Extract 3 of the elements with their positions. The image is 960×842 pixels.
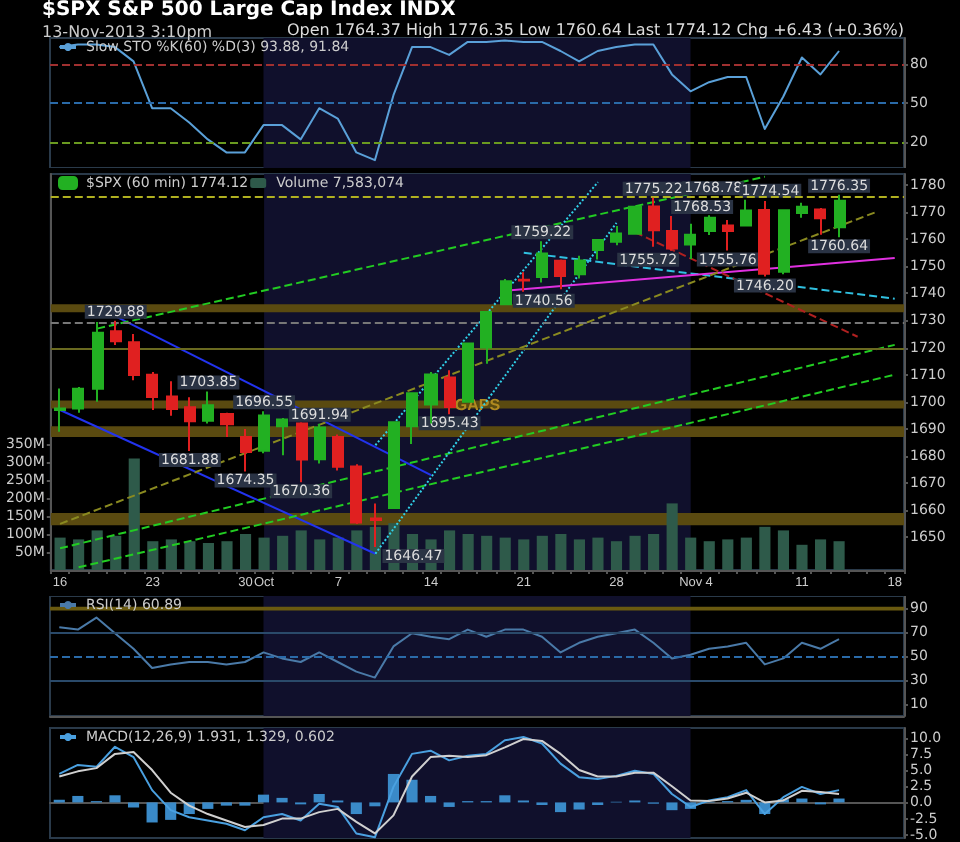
annotation: Open 1764.37 High 1776.35 Low 1760.64 Last 1774.12 Chg +6.43 (+0.36%) (286, 21, 905, 39)
chart-title: $SPX S&P 500 Large Cap Index INDX (42, 0, 457, 21)
chart-subtitle: 13-Nov-2013 3:10pm (42, 23, 213, 41)
